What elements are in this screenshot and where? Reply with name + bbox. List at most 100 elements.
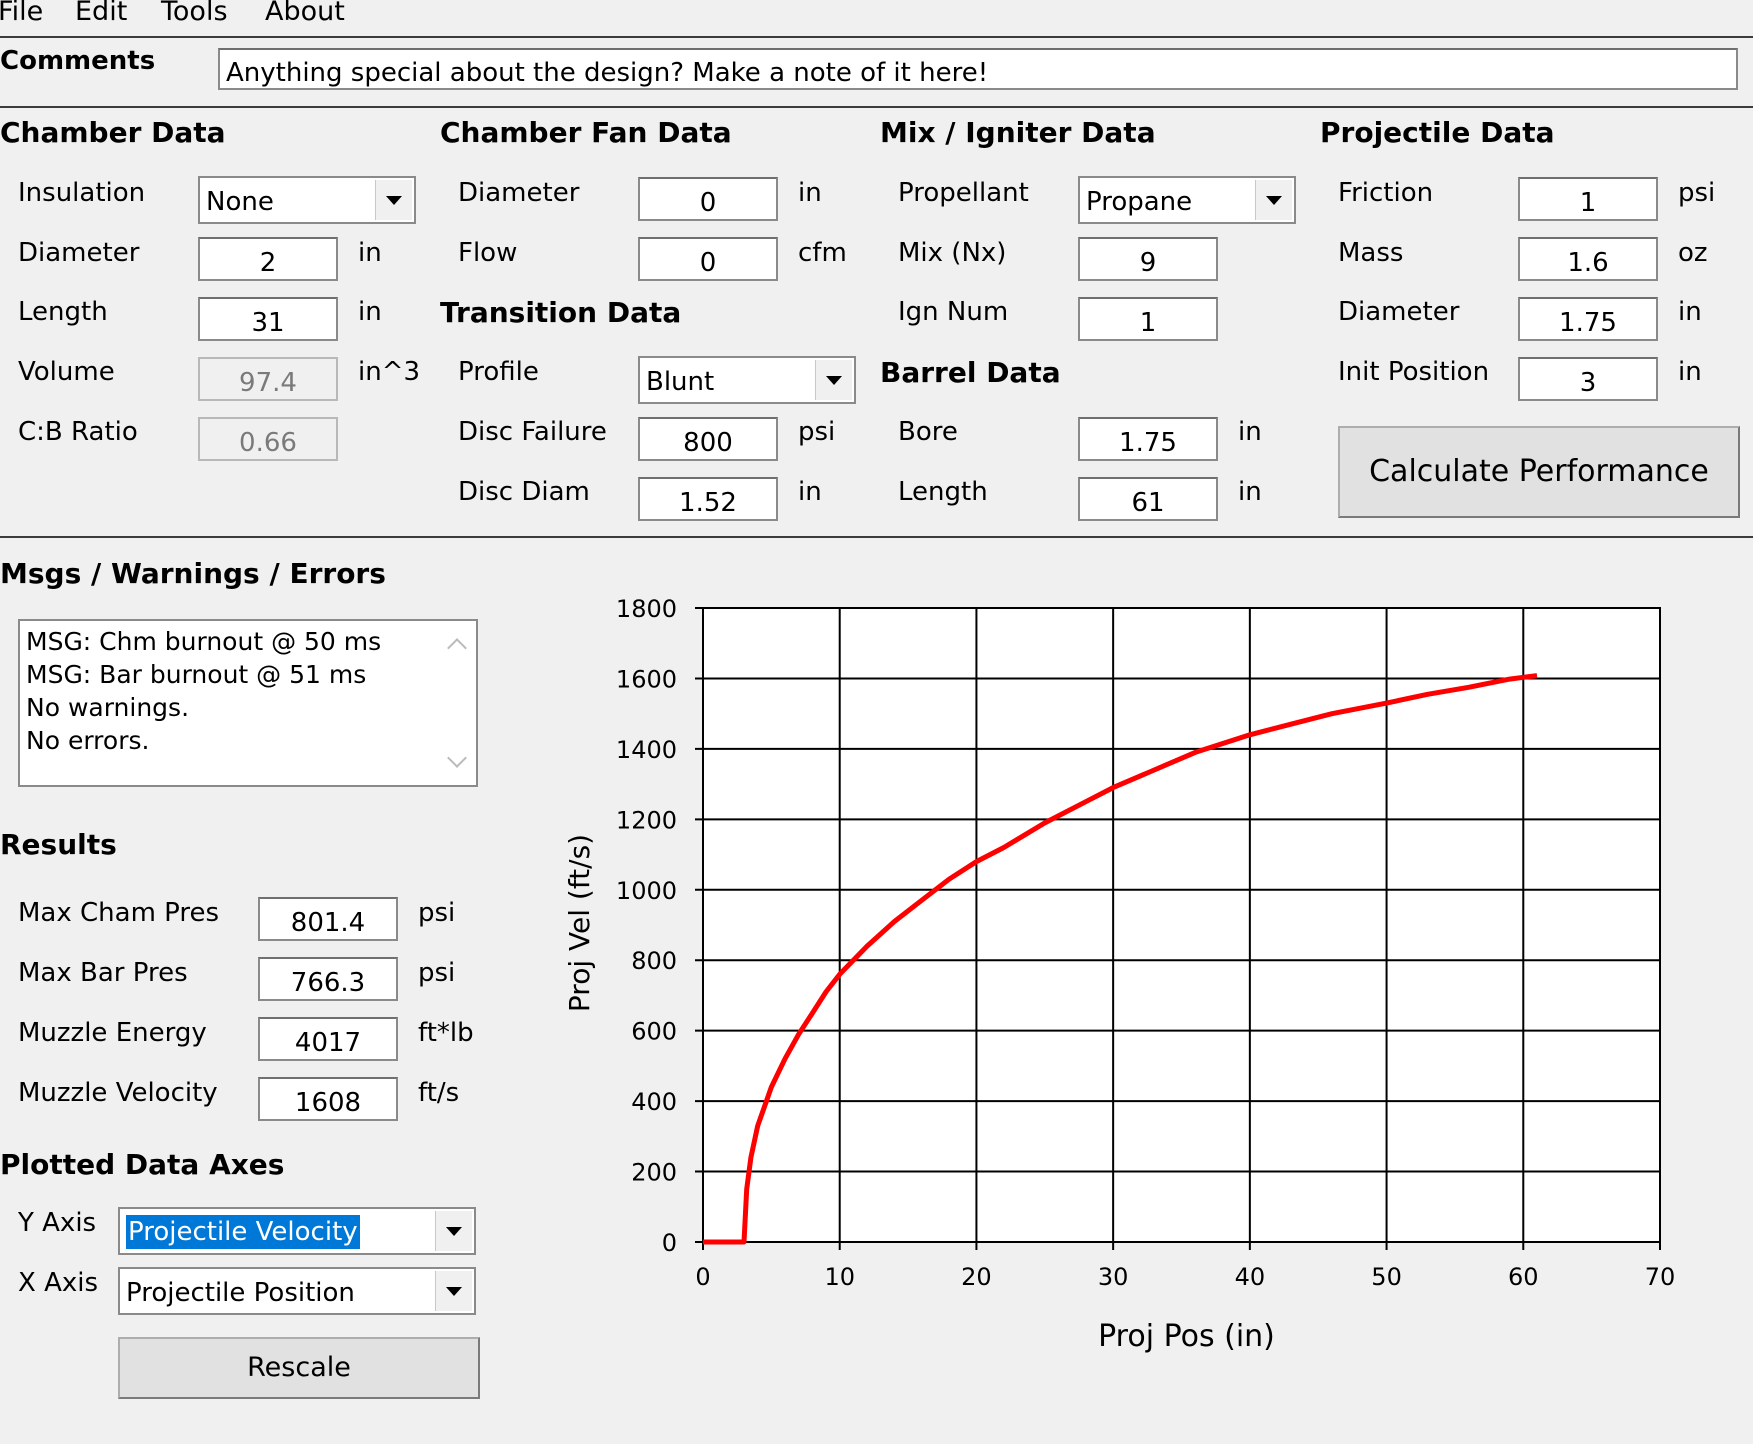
menu-file[interactable]: File (0, 0, 44, 27)
fan-diameter-unit: in (798, 178, 822, 208)
series-line (703, 673, 1538, 1245)
fan-flow-label: Flow (458, 238, 518, 268)
mass-input[interactable]: 1.6 (1518, 237, 1658, 281)
comments-label: Comments (0, 46, 156, 76)
disc-failure-label: Disc Failure (458, 417, 607, 447)
chevron-down-icon[interactable] (1255, 180, 1292, 220)
fan-flow-input[interactable]: 0 (638, 237, 778, 281)
menu-divider (0, 36, 1753, 38)
friction-input[interactable]: 1 (1518, 177, 1658, 221)
muzzle-energy-label: Muzzle Energy (18, 1018, 207, 1048)
y-tick-label: 800 (631, 947, 677, 975)
y-axis-label: Y Axis (18, 1208, 97, 1238)
axes-title: Plotted Data Axes (0, 1148, 285, 1181)
y-tick-label: 200 (631, 1159, 677, 1187)
muzzle-velocity-field: 1608 (258, 1077, 398, 1121)
y-tick-label: 1200 (616, 806, 677, 834)
projectile-title: Projectile Data (1320, 116, 1555, 149)
x-tick-label: 10 (824, 1263, 855, 1291)
barrel-length-unit: in (1238, 477, 1262, 507)
chevron-down-icon[interactable] (815, 360, 852, 400)
menu-tools[interactable]: Tools (161, 0, 228, 27)
projectile-diameter-unit: in (1678, 297, 1702, 327)
fan-title: Chamber Fan Data (440, 116, 732, 149)
projectile-diameter-label: Diameter (1338, 297, 1460, 327)
chevron-down-icon[interactable] (375, 180, 412, 220)
max-cham-pres-unit: psi (418, 898, 456, 928)
fan-diameter-label: Diameter (458, 178, 580, 208)
comments-input[interactable]: Anything special about the design? Make … (218, 48, 1738, 90)
barrel-length-input[interactable]: 61 (1078, 477, 1218, 521)
max-cham-pres-label: Max Cham Pres (18, 898, 220, 928)
x-tick-label: 70 (1645, 1263, 1676, 1291)
mass-label: Mass (1338, 238, 1404, 268)
chevron-down-icon[interactable] (435, 1211, 472, 1251)
y-axis-value: Projectile Velocity (125, 1214, 361, 1250)
chamber-length-label: Length (18, 297, 108, 327)
messages-scrollbar[interactable] (440, 623, 474, 783)
mix-title: Mix / Igniter Data (880, 116, 1156, 149)
chamber-length-unit: in (358, 297, 382, 327)
y-tick-label: 1400 (616, 736, 677, 764)
barrel-title: Barrel Data (880, 356, 1061, 389)
mix-label: Mix (Nx) (898, 238, 1007, 268)
fan-flow-unit: cfm (798, 238, 847, 268)
messages-title: Msgs / Warnings / Errors (0, 557, 386, 590)
chamber-diameter-unit: in (358, 238, 382, 268)
plot-area (702, 607, 1661, 1243)
y-tick-label: 1600 (616, 665, 677, 693)
message-line: MSG: Bar burnout @ 51 ms (26, 660, 367, 689)
projectile-diameter-input[interactable]: 1.75 (1518, 297, 1658, 341)
mass-unit: oz (1678, 238, 1708, 268)
init-position-input[interactable]: 3 (1518, 357, 1658, 401)
x-axis-label: X Axis (18, 1268, 99, 1298)
x-tick-label: 40 (1235, 1263, 1266, 1291)
messages-textbox[interactable]: MSG: Chm burnout @ 50 ms MSG: Bar burnou… (18, 619, 478, 787)
x-axis-title: Proj Pos (in) (1098, 1319, 1275, 1354)
menu-bar: File Edit Tools About (0, 0, 1753, 32)
menu-about[interactable]: About (265, 0, 345, 27)
y-axis-select[interactable]: Projectile Velocity (118, 1207, 476, 1255)
friction-label: Friction (1338, 178, 1434, 208)
volume-label: Volume (18, 357, 115, 387)
x-axis-value: Projectile Position (126, 1278, 355, 1308)
volume-unit: in^3 (358, 357, 421, 387)
profile-label: Profile (458, 357, 539, 387)
y-tick-label: 400 (631, 1088, 677, 1116)
calculate-performance-button[interactable]: Calculate Performance (1338, 426, 1740, 518)
disc-diam-unit: in (798, 477, 822, 507)
disc-failure-input[interactable]: 800 (638, 417, 778, 461)
rescale-button[interactable]: Rescale (118, 1337, 480, 1399)
x-axis-select[interactable]: Projectile Position (118, 1267, 476, 1315)
results-title: Results (0, 828, 117, 861)
x-tick-label: 30 (1098, 1263, 1129, 1291)
x-tick-label: 0 (695, 1263, 710, 1291)
profile-select[interactable]: Blunt (638, 356, 856, 404)
chevron-down-icon[interactable] (435, 1271, 472, 1311)
max-cham-pres-field: 801.4 (258, 897, 398, 941)
comments-divider (0, 106, 1753, 108)
propellant-value: Propane (1086, 187, 1193, 217)
disc-diam-label: Disc Diam (458, 477, 590, 507)
y-tick-label: 1000 (616, 877, 677, 905)
propellant-select[interactable]: Propane (1078, 176, 1296, 224)
muzzle-energy-unit: ft*lb (418, 1018, 474, 1048)
mix-input[interactable]: 9 (1078, 237, 1218, 281)
disc-diam-input[interactable]: 1.52 (638, 477, 778, 521)
init-position-label: Init Position (1338, 357, 1490, 387)
message-line: MSG: Chm burnout @ 50 ms (26, 627, 382, 656)
muzzle-velocity-label: Muzzle Velocity (18, 1078, 218, 1108)
insulation-select[interactable]: None (198, 176, 416, 224)
chamber-length-input[interactable]: 31 (198, 297, 338, 341)
insulation-label: Insulation (18, 178, 146, 208)
insulation-value: None (206, 187, 274, 217)
cb-ratio-label: C:B Ratio (18, 417, 138, 447)
chamber-diameter-input[interactable]: 2 (198, 237, 338, 281)
inputs-divider (0, 536, 1753, 538)
fan-diameter-input[interactable]: 0 (638, 177, 778, 221)
menu-edit[interactable]: Edit (75, 0, 128, 27)
max-bar-pres-field: 766.3 (258, 957, 398, 1001)
ign-num-input[interactable]: 1 (1078, 297, 1218, 341)
bore-input[interactable]: 1.75 (1078, 417, 1218, 461)
